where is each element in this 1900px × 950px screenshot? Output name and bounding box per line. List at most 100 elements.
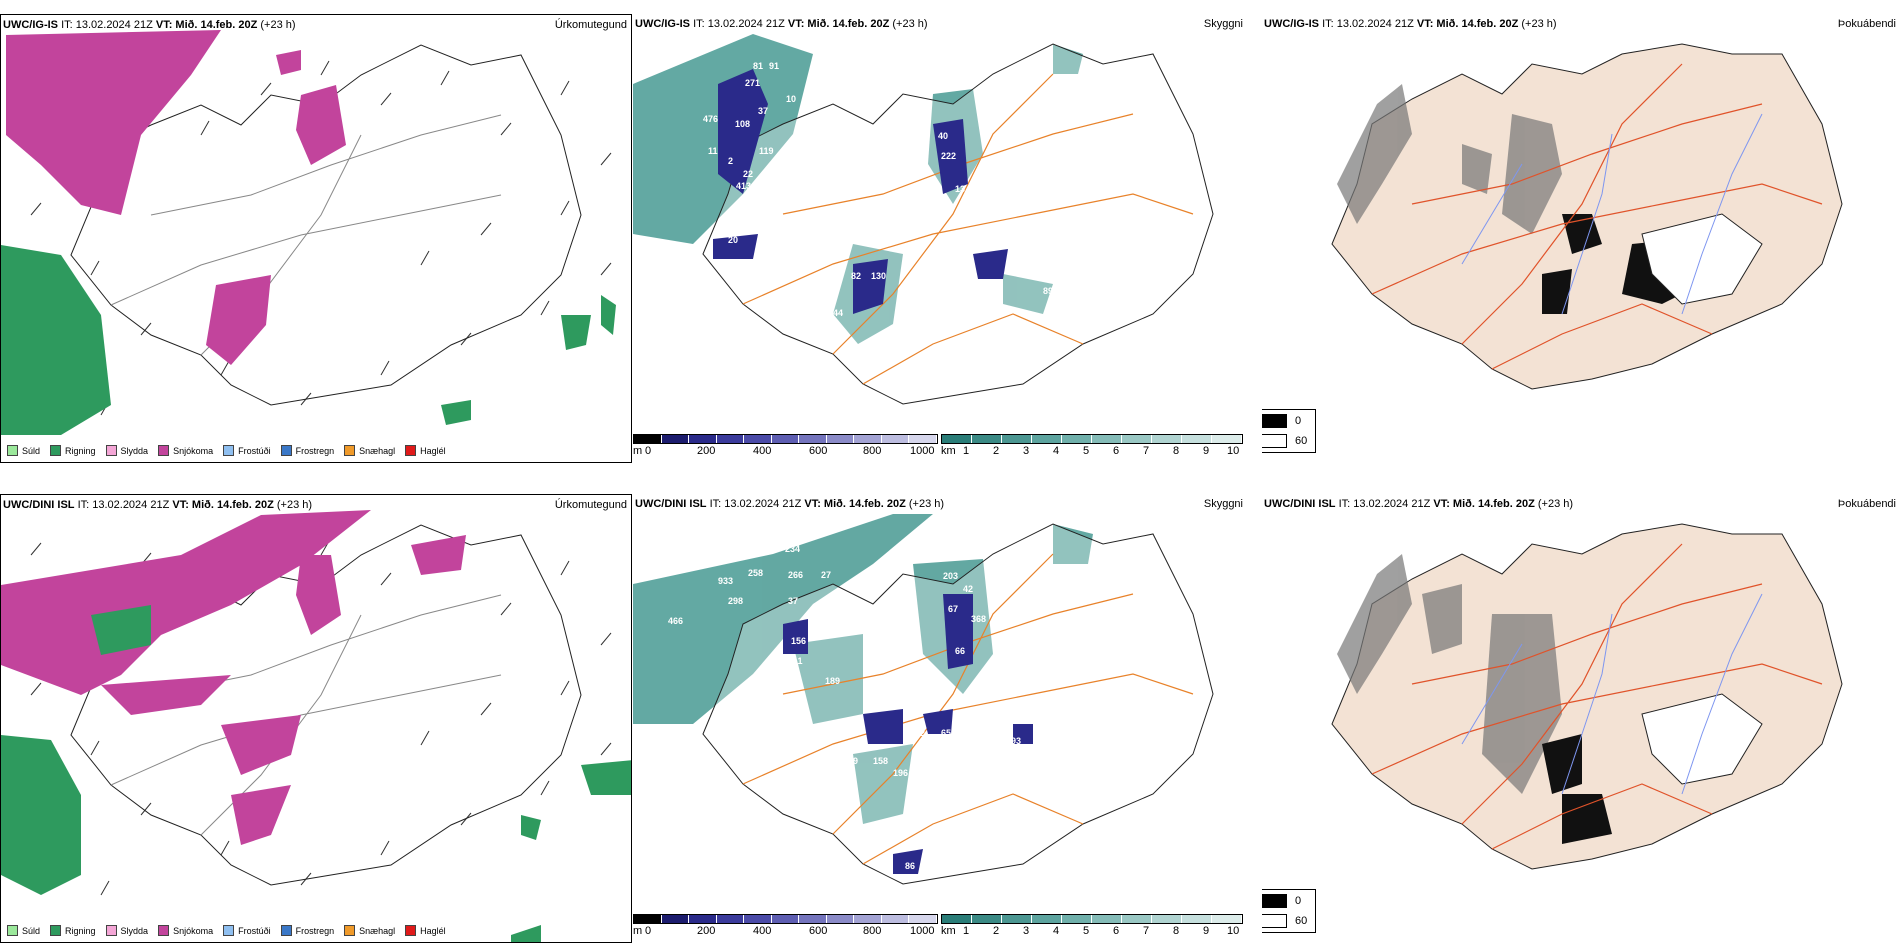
cloud-base-value: 119 (759, 146, 774, 156)
colorbar-tick: 9 (1203, 925, 1210, 937)
colorbar-tick: 7 (1143, 925, 1150, 937)
cloud-base-value: 368 (971, 614, 986, 624)
swatch (50, 925, 62, 936)
fog-map (1331, 43, 1843, 390)
cloud-base-value: 45 (815, 304, 825, 314)
cloud-base-value: 413 (736, 181, 751, 191)
colorbar-tick: 600 (809, 445, 828, 457)
fog-legend-row: 60 (1262, 434, 1307, 448)
cloud-base-value: 91 (769, 61, 779, 71)
swatch (223, 925, 235, 936)
cloud-base-value: 89 (1043, 286, 1053, 296)
legend-label: Rigning (65, 925, 96, 936)
fog-legend-swatch (1262, 414, 1287, 428)
cloud-base-value: 81 (753, 61, 763, 71)
colorbar-tick: 8 (1173, 445, 1180, 457)
cloud-base-value: 21 (793, 714, 803, 724)
cloud-base-colorbar: m 0 200 400 600 800 1000 (633, 914, 938, 943)
colorbar-tick: 4 (1053, 925, 1060, 937)
cloud-base-areas (713, 69, 1008, 314)
lead-time: (+23 h) (1537, 498, 1574, 510)
cloud-base-value: 466 (668, 616, 683, 626)
swatch (50, 445, 62, 456)
legend-item-freezing-drizzle: Frostúði (223, 925, 271, 936)
fog-grey-areas (1337, 554, 1562, 794)
legend-item-sleet: Slydda (105, 445, 148, 456)
glacier (1641, 213, 1763, 305)
cloud-base-value: 22 (743, 169, 753, 179)
legend-label: Snjókoma (173, 445, 214, 456)
fog-legend-row: 0 (1262, 414, 1301, 428)
cloud-base-value: 27 (821, 570, 831, 580)
colorbar-tick: 8 (1173, 925, 1180, 937)
colorbar-tick: 10 (1227, 925, 1240, 937)
legend-item-freezing-rain: Frostregn (280, 445, 334, 456)
legend-label: Rigning (65, 445, 96, 456)
precip-panel-row1: UWC/IG-IS IT: 13.02.2024 21Z VT: Mið. 14… (0, 14, 632, 463)
cloud-base-areas (783, 594, 1033, 874)
roads (742, 73, 1194, 385)
cloud-map: 234 933 258 266 27 784 298 466 37 203 42… (633, 514, 1214, 885)
panel-title: UWC/DINI ISL IT: 13.02.2024 21Z VT: Mið.… (635, 498, 944, 510)
roads (1371, 63, 1823, 370)
colorbar-tick: 200 (697, 445, 716, 457)
legend-label: Frostregn (295, 925, 335, 936)
cloud-base-value: 10 (786, 94, 796, 104)
cloud-base-value: 108 (735, 119, 750, 129)
fog-legend-row: 0 (1262, 894, 1301, 908)
model-name: UWC/DINI ISL (3, 499, 75, 511)
visibility-title: Skyggni (1203, 18, 1243, 30)
init-time: IT: 13.02.2024 21Z (693, 18, 785, 30)
cloud-base-value: 266 (788, 570, 803, 580)
lead-time: (+23 h) (892, 18, 928, 30)
fog-panel-row1: UWC/IG-IS IT: 13.02.2024 21Z VT: Mið. 14… (1262, 14, 1900, 463)
swatch (344, 445, 356, 456)
colorbar-tick: 3 (1023, 445, 1030, 457)
panel-title: UWC/IG-IS IT: 13.02.2024 21Z VT: Mið. 14… (3, 19, 296, 31)
precip-type-legend: Súld Rigning Slydda Snjókoma Frostúði Fr… (7, 445, 446, 456)
colorbar-tick: 200 (697, 925, 716, 937)
colorbar-tick: 1000 (910, 925, 935, 937)
rivers (1461, 593, 1763, 795)
init-time: IT: 13.02.2024 21Z (1322, 18, 1414, 30)
rain-areas (1, 605, 631, 942)
colorbar-tick: 1 (963, 925, 970, 937)
cloud-base-value: 42 (963, 584, 973, 594)
cloud-base-value: 158 (873, 756, 888, 766)
precip-panel-row2: UWC/DINI ISL IT: 13.02.2024 21Z VT: Mið.… (0, 494, 632, 943)
visibility-colorbar: km 1 2 3 4 5 6 7 8 9 10 (941, 914, 1243, 943)
colorbar-unit: km (941, 445, 956, 457)
precip-type-title: Úrkomutegund (554, 19, 627, 31)
cloud-base-numbers: 81 91 271 10 476 108 37 156 11 2 119 22 … (703, 61, 1053, 318)
fog-legend-row: 60 (1262, 914, 1307, 928)
fog-legend: 0 60 (1262, 409, 1316, 453)
panel-title: UWC/DINI ISL IT: 13.02.2024 21Z VT: Mið.… (3, 499, 312, 511)
cloud-base-value: 44 (833, 308, 843, 318)
legend-label: Súld (22, 925, 41, 936)
cloud-base-value: 11 (708, 146, 718, 156)
legend-item-rain: Rigning (50, 445, 96, 456)
colorbar-tick: 5 (1083, 925, 1090, 937)
colorbar-tick: 1000 (910, 445, 935, 457)
precip-map (1, 510, 631, 942)
legend-label: Haglél (420, 445, 446, 456)
cloud-base-value: 40 (938, 131, 948, 141)
legend-item-snow: Snjókoma (158, 925, 213, 936)
cloud-base-value: 784 (878, 558, 893, 568)
cloud-base-value: 298 (728, 596, 743, 606)
model-name: UWC/IG-IS (1264, 18, 1319, 30)
cloud-base-numbers: 234 933 258 266 27 784 298 466 37 203 42… (668, 544, 1021, 871)
cloud-base-value: 80 (753, 201, 763, 211)
colorbar-tick: 6 (1113, 445, 1120, 457)
cloud-base-value: 156 (813, 122, 828, 132)
legend-item-snow-pellets: Snæhagl (344, 445, 395, 456)
cloud-base-value: 234 (785, 544, 800, 554)
cloud-panel-row1: UWC/IG-IS IT: 13.02.2024 21Z VT: Mið. 14… (633, 14, 1243, 463)
legend-label: Snæhagl (359, 445, 396, 456)
fog-legend-label: 60 (1295, 915, 1308, 927)
colorbar-tick: 9 (1203, 445, 1210, 457)
colorbar-tick: 2 (993, 445, 1000, 457)
panel-title: UWC/DINI ISL IT: 13.02.2024 21Z VT: Mið.… (1264, 498, 1573, 510)
swatch (280, 445, 292, 456)
cloud-base-value: 67 (948, 604, 958, 614)
